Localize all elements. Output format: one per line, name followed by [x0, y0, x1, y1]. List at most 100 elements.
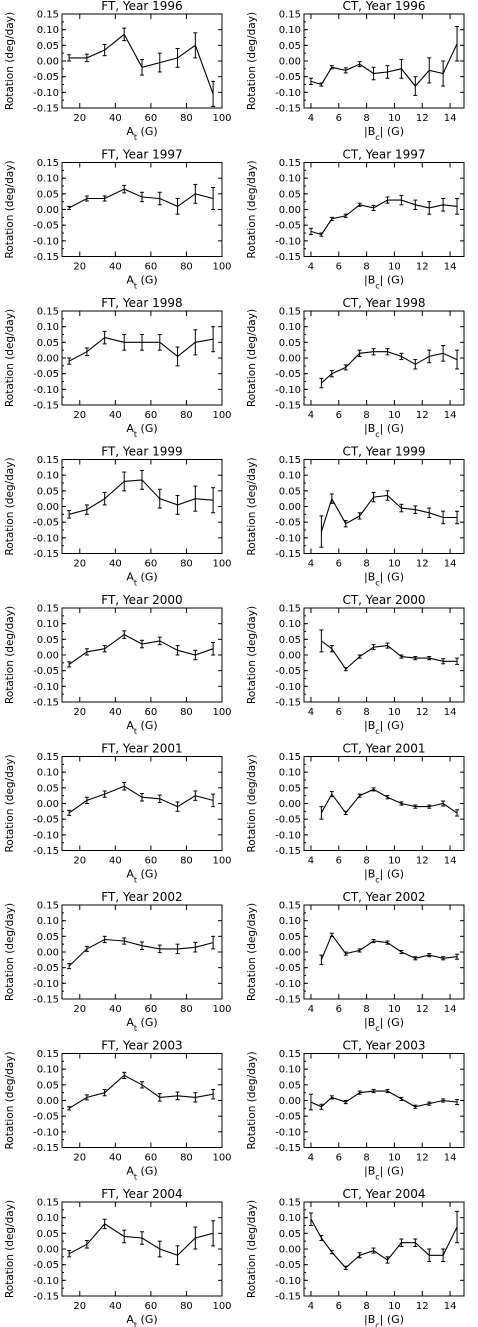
y-axis-label: Rotation (deg/day) — [246, 160, 258, 258]
y-tick-label: 0.05 — [279, 41, 301, 52]
y-tick-label: 0.15 — [279, 1198, 301, 1209]
y-tick-label: 0.05 — [37, 1229, 59, 1240]
error-bar — [102, 195, 107, 202]
x-axis-label: |Bc| (G) — [364, 1016, 404, 1033]
y-tick-label: -0.05 — [275, 518, 301, 529]
y-tick-label: 0.10 — [279, 25, 301, 36]
y-tick-label: -0.10 — [275, 830, 301, 841]
panel-ct-1: CT, Year 1996 0.15 0.10 0.05 0.00 -0.05 -0.10 -… — [246, 0, 465, 142]
y-tick-label: -0.15 — [275, 698, 301, 709]
error-bar — [157, 488, 162, 509]
x-tick-label: 12 — [416, 410, 429, 421]
panel-ft-2: FT, Year 1997 0.15 0.10 0.05 0.00 -0.05 -0.10 -… — [4, 148, 232, 291]
x-tick-label: 100 — [212, 113, 231, 124]
plot-frame — [61, 162, 223, 257]
error-bar — [67, 661, 72, 668]
x-tick-label: 10 — [388, 113, 401, 124]
error-bar — [193, 942, 198, 953]
panel-ft-7: FT, Year 2002 0.15 0.10 0.05 0.00 -0.05 -0.10 -… — [4, 890, 232, 1033]
x-tick-label: 40 — [109, 113, 122, 124]
x-tick-label: 4 — [308, 113, 314, 124]
error-bar — [84, 796, 89, 804]
error-bar — [399, 654, 404, 659]
error-bar — [371, 644, 376, 651]
error-bar — [343, 951, 348, 956]
error-bar — [357, 948, 362, 953]
x-tick-label: 100 — [212, 559, 231, 570]
panel-ft-8: FT, Year 2003 0.15 0.10 0.05 0.00 -0.05 -0.10 -… — [4, 1039, 232, 1182]
panel-ct-5: CT, Year 2000 0.15 0.10 0.05 0.00 -0.05 -0.10 -… — [246, 593, 465, 736]
y-tick-label: 0.15 — [37, 901, 59, 912]
y-tick-label: -0.10 — [33, 88, 59, 99]
y-tick-label: -0.10 — [275, 1127, 301, 1138]
x-tick-label: 80 — [180, 1004, 193, 1015]
error-bar — [211, 935, 216, 950]
x-tick-label: 10 — [388, 1153, 401, 1164]
error-bar — [140, 191, 144, 203]
y-axis-label: Rotation (deg/day) — [4, 606, 16, 704]
error-bar — [193, 1092, 198, 1103]
y-tick-label: 0.05 — [279, 635, 301, 646]
x-tick-label: 10 — [388, 410, 401, 421]
x-axis-label: |Bc| (G) — [364, 719, 404, 736]
error-bar — [399, 503, 404, 513]
x-axis-label: |Bc| (G) — [364, 1165, 404, 1182]
x-tick-label: 12 — [416, 559, 429, 570]
x-axis-label: |Bc| (G) — [364, 422, 404, 439]
error-bar — [175, 495, 180, 515]
y-axis-label: Rotation (deg/day) — [246, 457, 258, 555]
y-tick-label: 0.15 — [37, 307, 59, 318]
error-bar — [357, 1252, 362, 1259]
error-bar — [319, 515, 324, 548]
data-line — [310, 199, 458, 236]
error-bar — [122, 1229, 127, 1244]
y-tick-label: 0.15 — [37, 1049, 59, 1060]
x-tick-label: 20 — [73, 1004, 86, 1015]
x-tick-label: 4 — [308, 410, 314, 421]
y-tick-label: 0.00 — [279, 502, 301, 513]
error-bar — [102, 645, 107, 653]
error-bar — [175, 645, 180, 656]
x-tick-label: 100 — [212, 262, 231, 273]
panel-ct-3: CT, Year 1998 0.15 0.10 0.05 0.00 -0.05 -0.10 -… — [246, 296, 465, 439]
y-axis-label: Rotation (deg/day) — [246, 12, 258, 110]
y-tick-label: -0.15 — [33, 252, 59, 263]
y-tick-label: -0.15 — [33, 549, 59, 560]
x-tick-label: 100 — [212, 1153, 231, 1164]
error-bar — [84, 1094, 89, 1101]
error-bar — [399, 1096, 404, 1101]
error-bar — [455, 809, 460, 817]
y-axis-label: Rotation (deg/day) — [246, 309, 258, 407]
error-bar — [102, 790, 107, 798]
y-axis-label: Rotation (deg/day) — [246, 1051, 258, 1149]
error-bar — [67, 963, 72, 970]
error-bar — [357, 1090, 362, 1095]
y-tick-label: -0.10 — [33, 1276, 59, 1287]
error-bar — [371, 348, 376, 356]
panel-ct-8: CT, Year 2003 0.15 0.10 0.05 0.00 -0.05 -0.10 -… — [246, 1039, 465, 1182]
y-tick-label: -0.15 — [33, 1143, 59, 1154]
error-bar — [455, 1099, 460, 1106]
error-bar — [371, 204, 376, 211]
y-tick-label: -0.10 — [33, 830, 59, 841]
x-tick-label: 20 — [73, 113, 86, 124]
panel-title: CT, Year 2002 — [342, 890, 425, 904]
error-bar — [140, 941, 144, 950]
x-tick-label: 8 — [363, 1153, 369, 1164]
y-tick-label: 0.10 — [279, 916, 301, 927]
y-tick-label: 0.00 — [279, 799, 301, 810]
y-tick-label: 0.15 — [279, 158, 301, 169]
x-tick-label: 40 — [109, 262, 122, 273]
x-tick-label: 40 — [109, 856, 122, 867]
error-bar — [211, 326, 216, 353]
x-tick-label: 4 — [308, 707, 314, 718]
y-tick-label: 0.05 — [37, 41, 59, 52]
y-tick-label: 0.10 — [37, 1213, 59, 1224]
data-line — [68, 337, 214, 362]
error-bar — [308, 1212, 313, 1226]
x-tick-label: 40 — [109, 707, 122, 718]
x-tick-label: 12 — [416, 1153, 429, 1164]
y-tick-label: 0.15 — [37, 10, 59, 21]
panel-title: FT, Year 2002 — [101, 890, 182, 904]
x-tick-label: 12 — [416, 1004, 429, 1015]
